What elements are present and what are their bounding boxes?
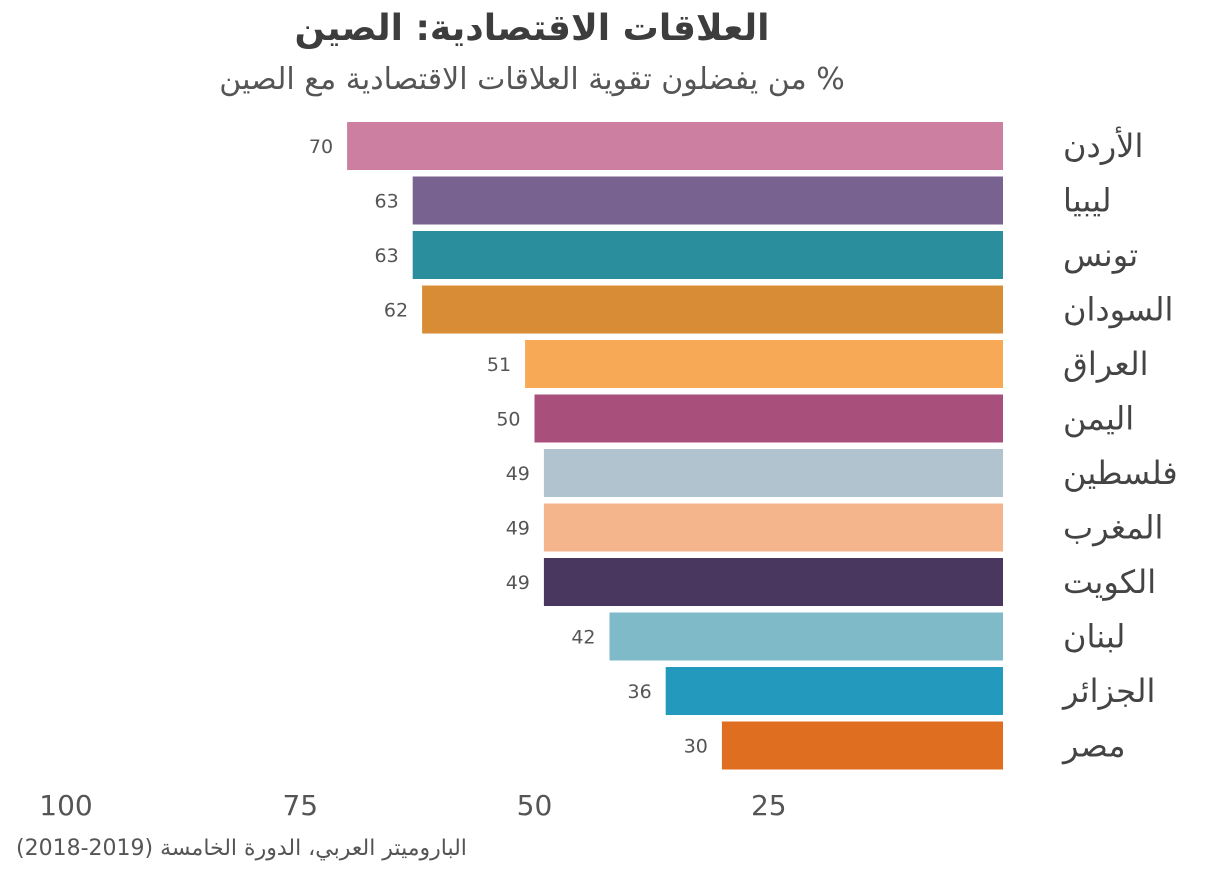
bar-value-label: 50 [496, 409, 520, 431]
bar-value-label: 63 [375, 191, 399, 213]
bar-value-label: 30 [684, 736, 708, 758]
bar-1 [412, 176, 1003, 225]
bar-11 [721, 721, 1003, 770]
bar-3 [422, 285, 1004, 334]
chart-title: العلاقات الاقتصادية: الصين [294, 8, 770, 49]
x-tick-label: 100 [39, 789, 92, 822]
chart-subtitle: % من يفضلون تقوية العلاقات الاقتصادية مع… [219, 62, 845, 97]
category-label: الكويت [1063, 563, 1156, 601]
bar-value-label: 42 [571, 627, 595, 649]
bar-value-label: 49 [506, 518, 530, 540]
x-tick-label: 25 [751, 789, 787, 822]
bar-value-label: 36 [628, 681, 652, 703]
bar-8 [543, 558, 1003, 606]
category-label: العراق [1063, 345, 1148, 383]
bar-0 [347, 122, 1004, 170]
bar-2 [412, 231, 1003, 279]
bar-4 [525, 340, 1003, 388]
category-label: ليبيا [1063, 182, 1111, 220]
category-label: الجزائر [1061, 672, 1155, 710]
bar-value-label: 49 [506, 572, 530, 594]
bar-value-label: 51 [487, 354, 511, 376]
bar-value-label: 62 [384, 300, 408, 322]
bar-10 [665, 667, 1003, 715]
category-label: تونس [1063, 236, 1138, 274]
bars-group: 70 الأردن 63 ليبيا 63 تونس 62 السودان 51 العراق 50… [309, 122, 1178, 770]
x-tick-label: 75 [282, 789, 318, 822]
chart-source: الباروميتر العربي، الدورة الخامسة (2019-… [16, 836, 467, 861]
category-label: الأردن [1063, 126, 1143, 165]
bar-6 [543, 449, 1003, 497]
x-tick-label: 50 [517, 789, 553, 822]
bar-value-label: 63 [375, 245, 399, 267]
category-label: لبنان [1063, 618, 1125, 656]
category-label: فلسطين [1063, 454, 1178, 492]
bar-value-label: 70 [309, 136, 333, 158]
bar-5 [534, 394, 1003, 443]
bar-7 [543, 503, 1003, 552]
category-label: مصر [1061, 727, 1126, 765]
category-label: المغرب [1063, 509, 1163, 547]
x-axis-ticks: 100 75 50 25 [39, 789, 786, 822]
bar-value-label: 49 [506, 463, 530, 485]
bar-9 [609, 612, 1003, 661]
category-label: السودان [1063, 291, 1173, 329]
category-label: اليمن [1063, 400, 1134, 438]
